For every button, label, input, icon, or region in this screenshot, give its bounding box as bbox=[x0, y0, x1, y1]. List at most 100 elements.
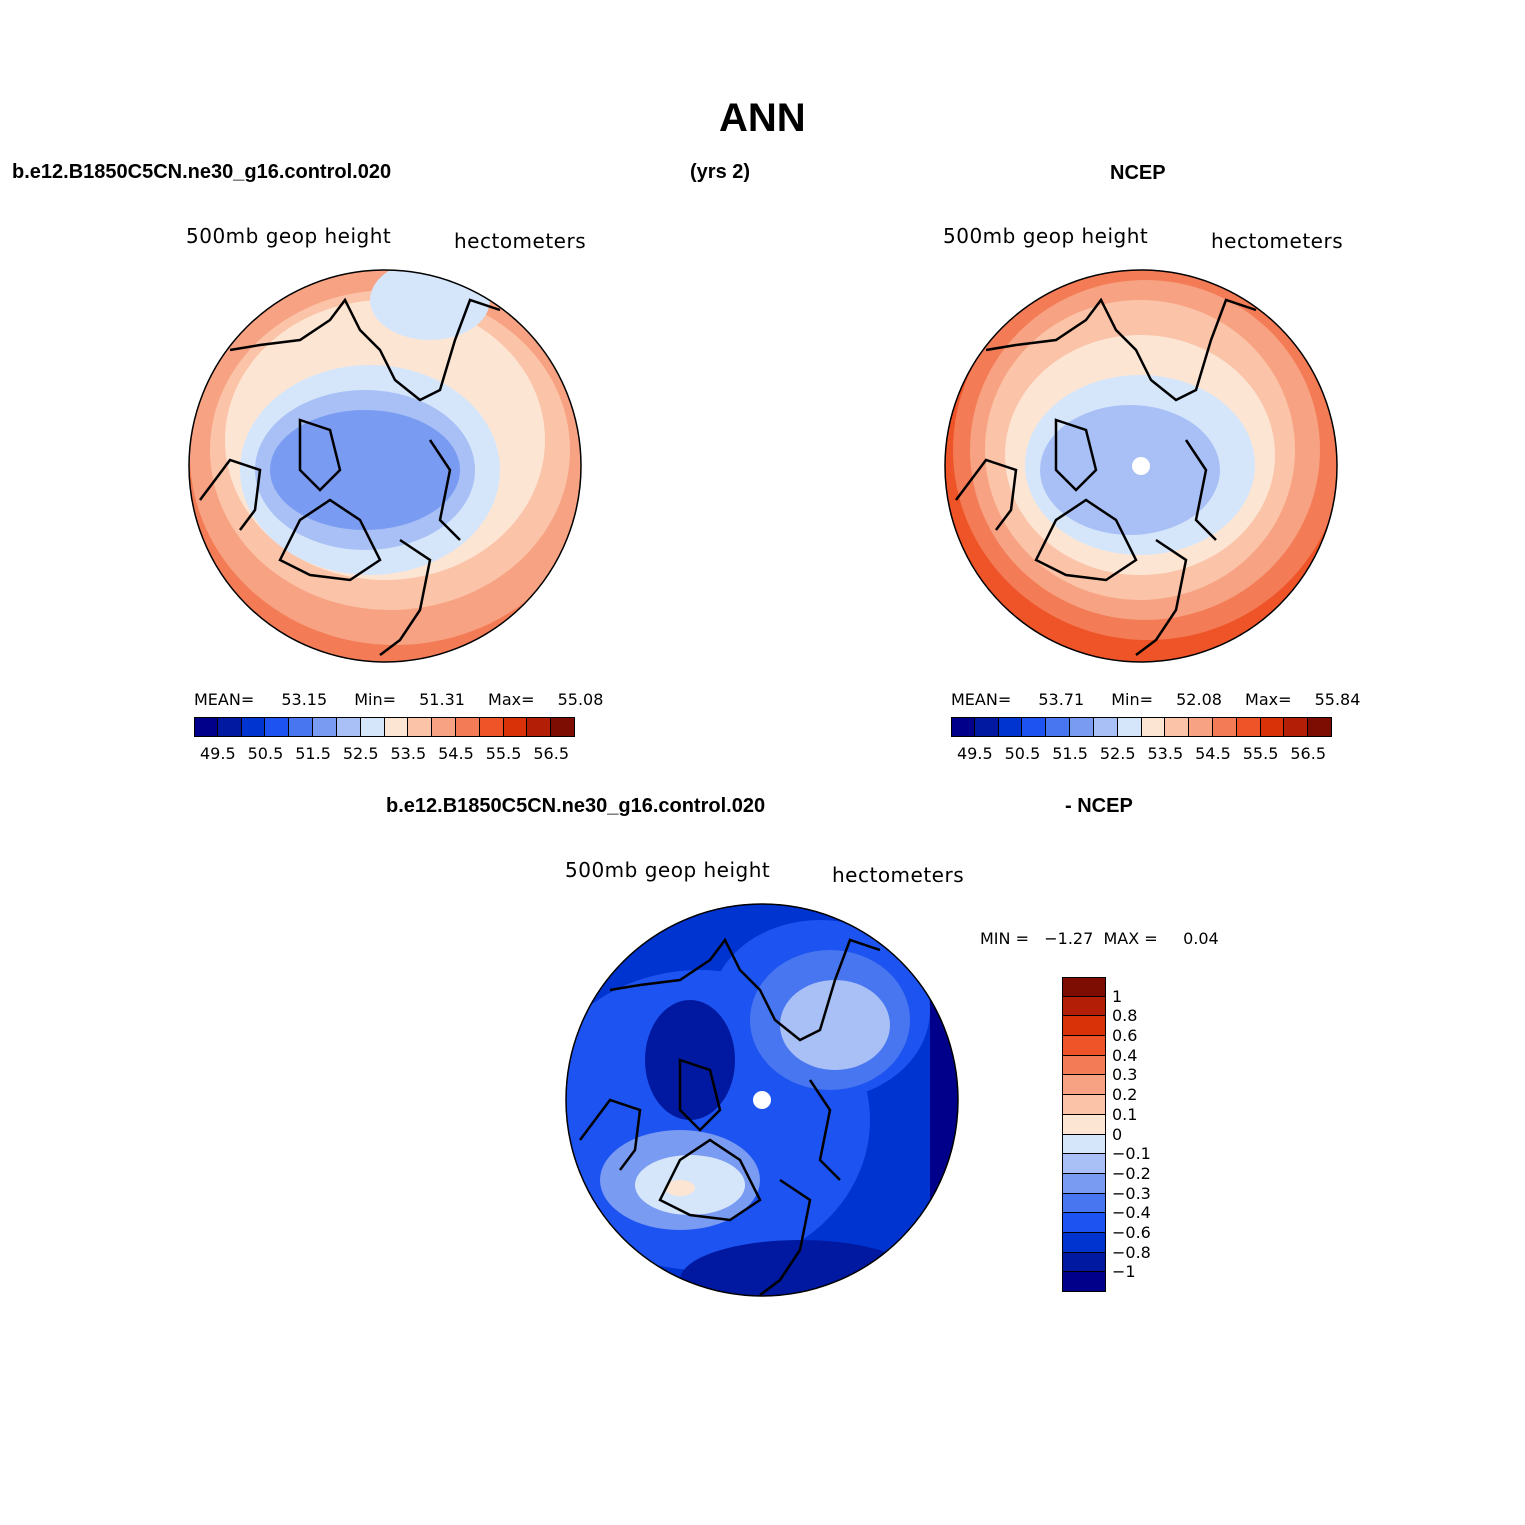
panel2-colorbar-tick-label: 51.5 bbox=[1052, 744, 1088, 763]
panel1-colorbar-swatch bbox=[241, 717, 266, 737]
panel3-variable-label: 500mb geop height bbox=[565, 858, 771, 882]
panel1-colorbar-tick-label: 51.5 bbox=[295, 744, 331, 763]
panel2-colorbar-tick-label: 54.5 bbox=[1195, 744, 1231, 763]
panel2-pole-marker bbox=[1132, 457, 1150, 475]
panel2-colorbar-swatch bbox=[1022, 717, 1047, 737]
panel3-colorbar-swatch bbox=[1062, 1193, 1106, 1214]
panel1-colorbar-swatch bbox=[336, 717, 361, 737]
panel3-colorbar-swatch bbox=[1062, 1055, 1106, 1076]
panel2-colorbar-tick-label: 55.5 bbox=[1242, 744, 1279, 763]
panel3-colorbar-swatch bbox=[1062, 1095, 1106, 1115]
panel3-colorbar-swatch bbox=[1062, 1252, 1106, 1273]
panel1-colorbar-swatch bbox=[455, 717, 480, 737]
panel1-colorbar-swatch bbox=[432, 717, 456, 737]
panel2-mean-value: 53.71 bbox=[1038, 690, 1085, 709]
panel2-colorbar-swatch bbox=[1308, 717, 1332, 737]
panel2-colorbar-swatch bbox=[974, 717, 999, 737]
panel3-colorbar bbox=[1062, 977, 1106, 1292]
panel1-colorbar-swatch bbox=[217, 717, 242, 737]
panel2-colorbar-tick-label: 52.5 bbox=[1099, 744, 1136, 763]
panel1-colorbar-swatch bbox=[265, 717, 290, 737]
panel1-min-label: Min= bbox=[354, 690, 397, 709]
panel2-colorbar-swatch bbox=[998, 717, 1023, 737]
figure-title: ANN bbox=[719, 96, 806, 140]
panel1-min-value: 51.31 bbox=[419, 690, 465, 709]
panel1-colorbar bbox=[194, 717, 575, 737]
panel1-years-label: (yrs 2) bbox=[690, 161, 751, 183]
panel1-max-value: 55.08 bbox=[557, 690, 604, 709]
panel1-colorbar-tick-label: 54.5 bbox=[438, 744, 474, 763]
panel2-stats: MEAN= 53.71 Min= 52.08 Max= 55.84 bbox=[951, 690, 1360, 709]
panel3-units-label: hectometers bbox=[832, 863, 965, 887]
panel3-colorbar-swatch bbox=[1062, 996, 1106, 1017]
panel1-colorbar-swatch bbox=[479, 717, 504, 737]
panel3-colorbar-swatch bbox=[1062, 1272, 1106, 1292]
panel3-colorbar-tick-label: −0.6 bbox=[1112, 1222, 1151, 1242]
panel2-colorbar-swatch bbox=[1212, 717, 1237, 737]
panel3-colorbar-swatch bbox=[1062, 1036, 1106, 1056]
panel2-contours bbox=[945, 270, 1337, 662]
panel2-colorbar-swatch bbox=[951, 717, 975, 737]
panel3-colorbar-tick-label: −0.1 bbox=[1112, 1144, 1151, 1164]
panel3-colorbar-swatch bbox=[1062, 1114, 1106, 1135]
panel1-colorbar-tick-label: 50.5 bbox=[247, 744, 284, 763]
panel2-coastlines bbox=[955, 297, 1257, 656]
panel3-colorbar-tick-label: −1 bbox=[1112, 1262, 1136, 1282]
panel1-colorbar-swatch bbox=[503, 717, 528, 737]
panel2-colorbar-swatch bbox=[1141, 717, 1166, 737]
panel1-colorbar-swatch bbox=[408, 717, 433, 737]
panel2-colorbar-swatch bbox=[1284, 717, 1309, 737]
panel1-colorbar-tick-label: 55.5 bbox=[485, 744, 522, 763]
panel2-colorbar-tick-label: 49.5 bbox=[957, 744, 993, 763]
panel3-colorbar-tick-label: 0 bbox=[1112, 1124, 1123, 1144]
panel2-colorbar-swatch bbox=[1189, 717, 1213, 737]
panel1-stats: MEAN= 53.15 Min= 51.31 Max= 55.08 bbox=[194, 690, 603, 709]
panel3-stats: MIN = −1.27 MAX = 0.04 bbox=[980, 929, 1219, 948]
panel1-colorbar-swatch bbox=[527, 717, 552, 737]
panel1-colorbar-tick-label: 53.5 bbox=[390, 744, 427, 763]
panel3-colorbar-swatch bbox=[1062, 1213, 1106, 1233]
panel3-colorbar-swatch bbox=[1062, 1154, 1106, 1174]
panel2-max-value: 55.84 bbox=[1314, 690, 1361, 709]
panel3-colorbar-tick-label: 0.1 bbox=[1112, 1104, 1138, 1124]
panel2-min-value: 52.08 bbox=[1176, 690, 1222, 709]
panel1-case-name: b.e12.B1850C5CN.ne30_g16.control.020 bbox=[12, 161, 392, 183]
panel2-colorbar-swatch bbox=[1046, 717, 1071, 737]
panel3-colorbar-swatch bbox=[1062, 1016, 1106, 1037]
panel2-colorbar-swatch bbox=[1070, 717, 1094, 737]
panel2-units-label: hectometers bbox=[1211, 229, 1344, 253]
panel3-colorbar-tick-label: 0.3 bbox=[1112, 1065, 1138, 1085]
panel2-colorbar-tick-label: 56.5 bbox=[1290, 744, 1326, 763]
panel3-pole-marker bbox=[753, 1091, 771, 1109]
panel3-colorbar-swatch bbox=[1062, 1173, 1106, 1194]
panel2-min-label: Min= bbox=[1111, 690, 1154, 709]
panel1-units-label: hectometers bbox=[454, 229, 587, 253]
panel3-colorbar-swatch bbox=[1062, 1134, 1106, 1155]
panel1-variable-label: 500mb geop height bbox=[186, 224, 392, 248]
panel1-colorbar-ticks: 49.5 50.5 51.5 52.5 53.5 54.5 55.5 56.5 bbox=[194, 744, 575, 764]
panel1-colorbar-swatch bbox=[313, 717, 337, 737]
panel1-colorbar-swatch bbox=[194, 717, 218, 737]
panel2-colorbar-swatch bbox=[1165, 717, 1190, 737]
panel2-colorbar-swatch bbox=[1236, 717, 1261, 737]
panel3-colorbar-swatch bbox=[1062, 1075, 1106, 1096]
panel2-colorbar-swatch bbox=[1117, 717, 1142, 737]
panel3-colorbar-tick-label: −0.2 bbox=[1112, 1163, 1151, 1183]
panel2-colorbar-ticks: 49.5 50.5 51.5 52.5 53.5 54.5 55.5 56.5 bbox=[951, 744, 1332, 764]
panel1-colorbar-swatch bbox=[289, 717, 314, 737]
panel1-colorbar-swatch bbox=[551, 717, 575, 737]
panel2-variable-label: 500mb geop height bbox=[943, 224, 1149, 248]
panel1-max-label: Max= bbox=[488, 690, 535, 709]
panel2-colorbar-swatch bbox=[1093, 717, 1118, 737]
panel1-colorbar-tick-label: 52.5 bbox=[342, 744, 379, 763]
panel2-case-name: NCEP bbox=[1110, 162, 1166, 184]
panel1-colorbar-tick-label: 56.5 bbox=[533, 744, 569, 763]
panel3-colorbar-tick-label: −0.4 bbox=[1112, 1203, 1151, 1223]
panel3-colorbar-tick-label: 0.6 bbox=[1112, 1026, 1138, 1046]
panel3-colorbar-tick-label: 0.8 bbox=[1112, 1006, 1138, 1026]
panel3-subtitle: - NCEP bbox=[1065, 795, 1133, 817]
panel3-colorbar-ticks: −1 −0.8 −0.6 −0.4 −0.3 −0.2 −0.1 0 0.1 0.2 0.3 0.4 0… bbox=[1112, 977, 1192, 1292]
panel3-colorbar-tick-label: 0.2 bbox=[1112, 1085, 1138, 1105]
panel1-colorbar-swatch bbox=[384, 717, 409, 737]
panel1-contours bbox=[189, 270, 581, 662]
